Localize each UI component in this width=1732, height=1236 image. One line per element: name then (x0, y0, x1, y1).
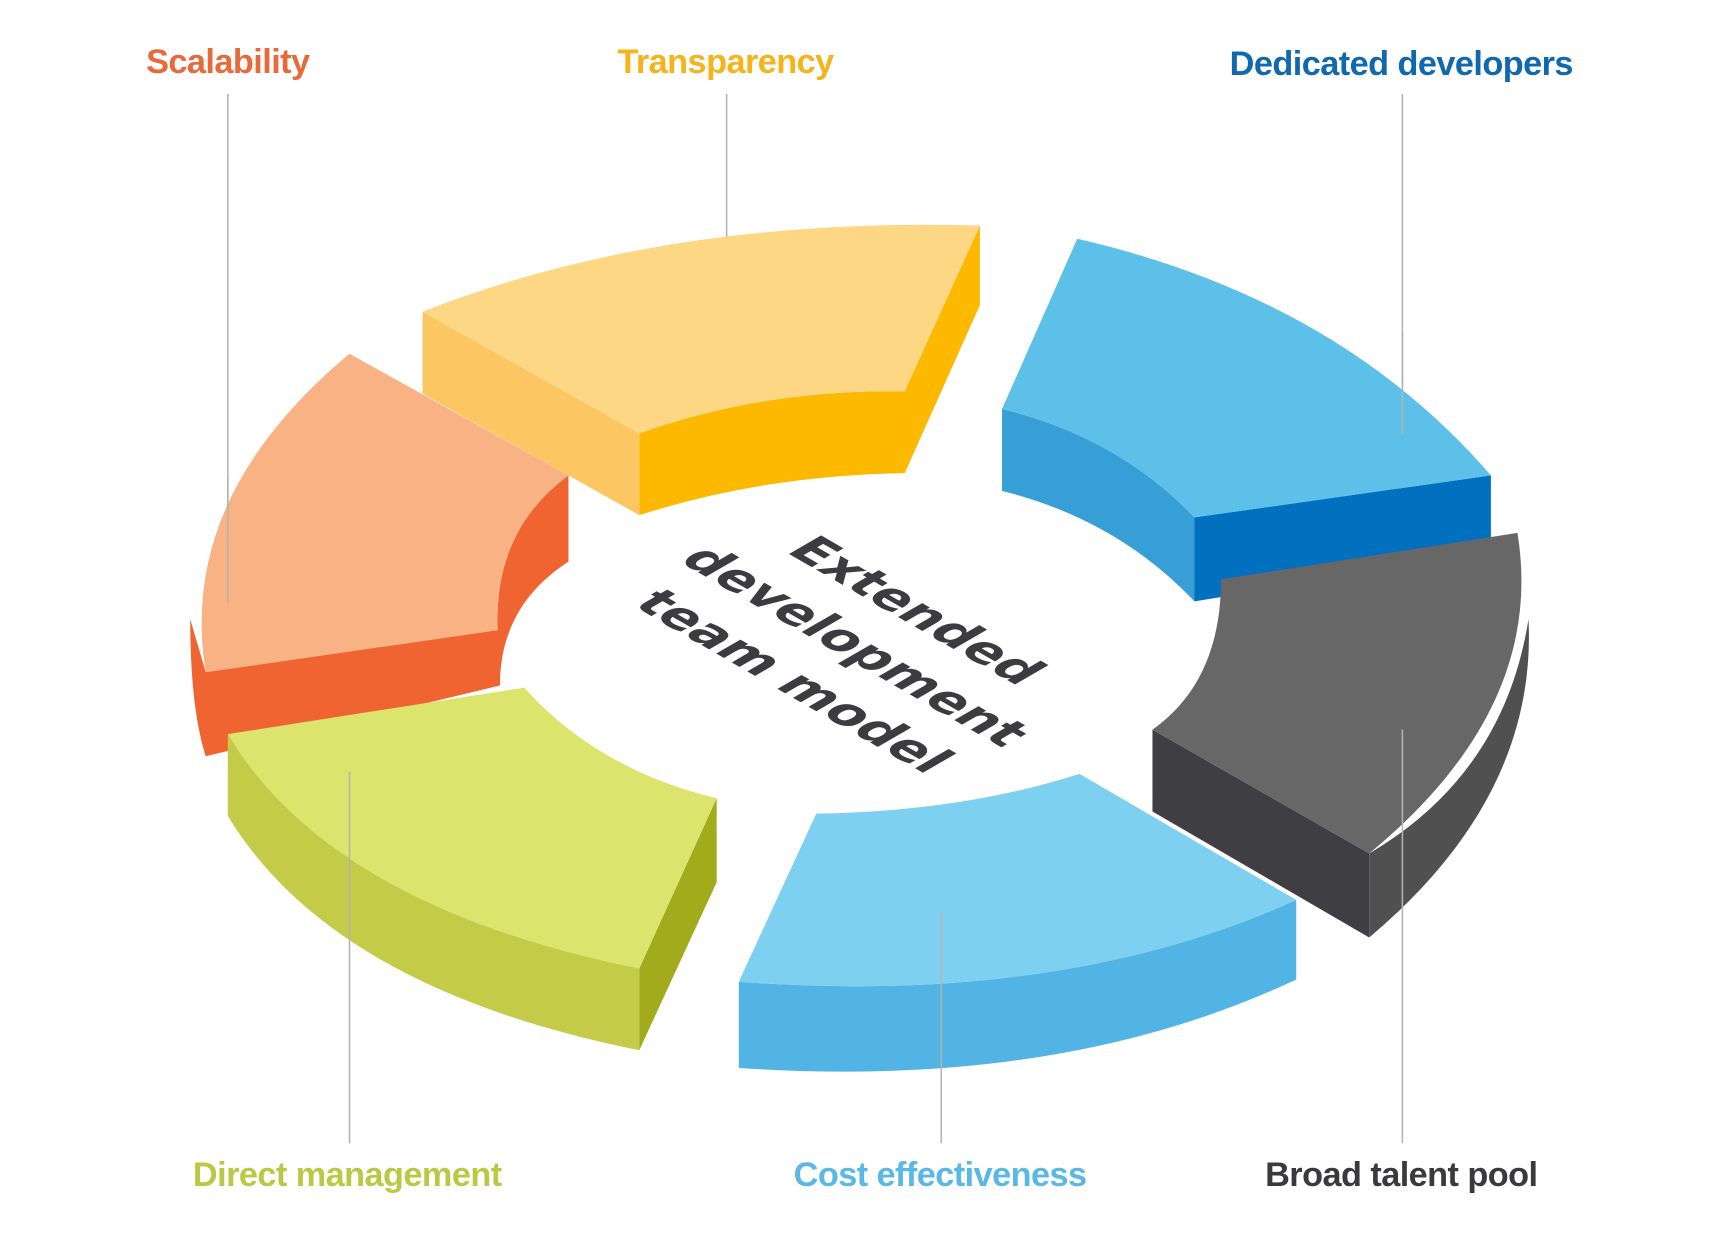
segment-transparency (422, 224, 980, 516)
segment-direct-management (227, 687, 717, 1051)
segment-direct-management-side-end (639, 798, 717, 1051)
segment-broad-talent-pool-side-outer (1369, 619, 1529, 938)
segment-direct-management-top (227, 687, 717, 969)
label-transparency: Transparency (617, 43, 834, 81)
segment-dedicated-developers-side-inner (1002, 409, 1195, 602)
segment-scalability-top (201, 353, 569, 673)
segment-scalability (190, 353, 569, 757)
segment-scalability-side (190, 475, 569, 757)
segment-cost-effectiveness (738, 773, 1297, 1072)
segment-transparency-side-left (422, 311, 640, 516)
segment-dedicated-developers (1002, 238, 1491, 602)
label-cost-effectiveness: Cost effectiveness (794, 1156, 1087, 1194)
segment-transparency-side-inner (639, 225, 980, 516)
segment-broad-talent-pool-top (1152, 532, 1522, 854)
segment-cost-effectiveness-top (738, 773, 1297, 987)
segment-broad-talent-pool (1152, 532, 1529, 938)
segment-broad-talent-pool-side-left (1152, 729, 1370, 938)
label-broad-talent-pool: Broad talent pool (1265, 1156, 1537, 1194)
segment-direct-management-side-outer (227, 734, 640, 1051)
segment-transparency-top (422, 224, 980, 434)
label-scalability: Scalability (146, 43, 310, 81)
label-dedicated-developers: Dedicated developers (1230, 45, 1573, 83)
label-direct-management: Direct management (193, 1156, 502, 1194)
segment-cost-effectiveness-side (738, 899, 1297, 1072)
center-title: Extended development team model (622, 528, 1060, 781)
segment-dedicated-developers-top (1002, 238, 1491, 518)
